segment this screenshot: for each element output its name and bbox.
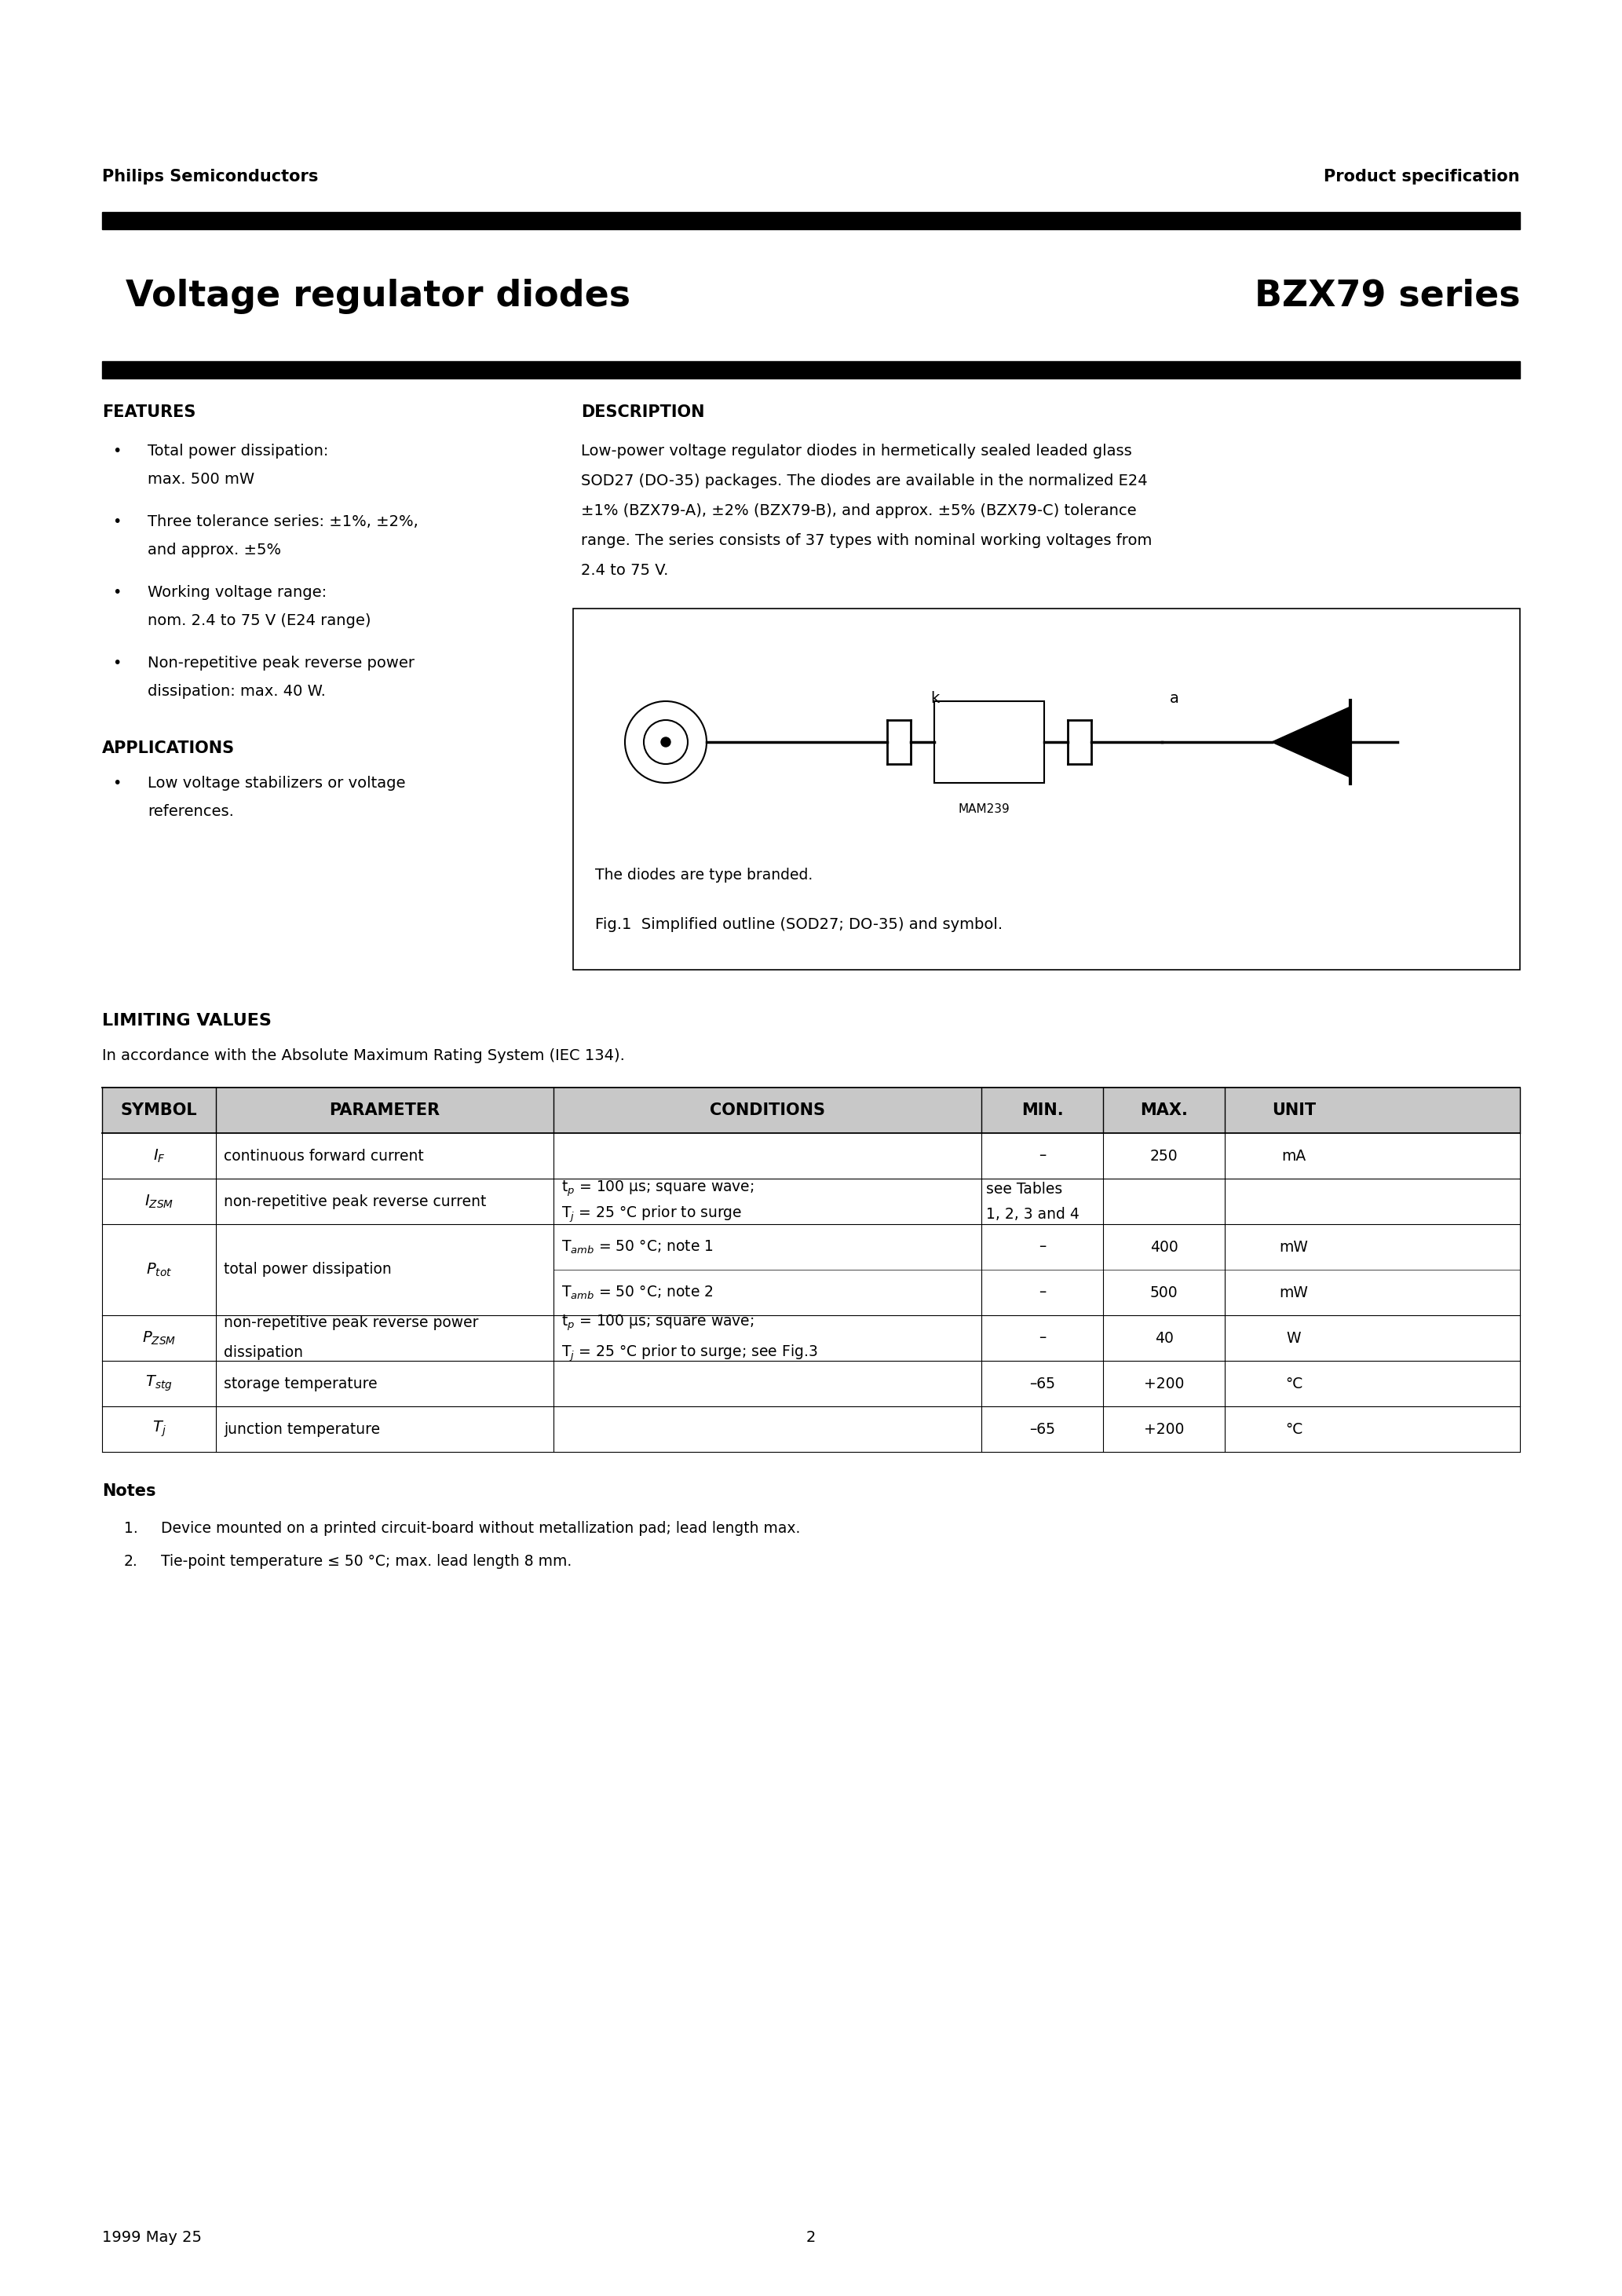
- Text: 500: 500: [1150, 1286, 1178, 1300]
- Text: t$_p$ = 100 μs; square wave;: t$_p$ = 100 μs; square wave;: [561, 1180, 754, 1199]
- Text: Non-repetitive peak reverse power: Non-repetitive peak reverse power: [148, 657, 415, 670]
- Text: –: –: [1038, 1240, 1046, 1254]
- Text: 400: 400: [1150, 1240, 1178, 1254]
- Bar: [573, 608, 1520, 969]
- Text: APPLICATIONS: APPLICATIONS: [102, 742, 235, 755]
- Text: Total power dissipation:: Total power dissipation:: [148, 443, 329, 459]
- Text: –: –: [1038, 1286, 1046, 1300]
- Text: ±1% (BZX79-A), ±2% (BZX79-B), and approx. ±5% (BZX79-C) tolerance: ±1% (BZX79-A), ±2% (BZX79-B), and approx…: [581, 503, 1137, 519]
- Text: –: –: [1038, 1148, 1046, 1164]
- Text: nom. 2.4 to 75 V (E24 range): nom. 2.4 to 75 V (E24 range): [148, 613, 371, 629]
- Text: BZX79 series: BZX79 series: [1254, 278, 1520, 315]
- Text: Device mounted on a printed circuit-board without metallization pad; lead length: Device mounted on a printed circuit-boar…: [161, 1520, 800, 1536]
- Text: non-repetitive peak reverse power: non-repetitive peak reverse power: [224, 1316, 478, 1332]
- Text: •: •: [114, 657, 122, 670]
- Text: 2.: 2.: [123, 1554, 138, 1568]
- Text: continuous forward current: continuous forward current: [224, 1148, 423, 1164]
- Text: MAX.: MAX.: [1140, 1102, 1187, 1118]
- Text: °C: °C: [1285, 1421, 1302, 1437]
- Text: P$_{ZSM}$: P$_{ZSM}$: [143, 1329, 177, 1345]
- Text: –: –: [1038, 1332, 1046, 1345]
- Text: •: •: [114, 443, 122, 459]
- Text: non-repetitive peak reverse current: non-repetitive peak reverse current: [224, 1194, 487, 1210]
- Text: •: •: [114, 776, 122, 790]
- Text: MAM239: MAM239: [959, 804, 1009, 815]
- Text: T$_{stg}$: T$_{stg}$: [146, 1373, 172, 1394]
- Text: T$_j$ = 25 °C prior to surge; see Fig.3: T$_j$ = 25 °C prior to surge; see Fig.3: [561, 1343, 817, 1364]
- Text: k: k: [931, 691, 939, 705]
- Text: t$_p$ = 100 μs; square wave;: t$_p$ = 100 μs; square wave;: [561, 1313, 754, 1332]
- Text: 2.4 to 75 V.: 2.4 to 75 V.: [581, 563, 668, 579]
- Text: °C: °C: [1285, 1375, 1302, 1391]
- Text: CONDITIONS: CONDITIONS: [710, 1102, 826, 1118]
- Text: SOD27 (DO-35) packages. The diodes are available in the normalized E24: SOD27 (DO-35) packages. The diodes are a…: [581, 473, 1147, 489]
- Text: range. The series consists of 37 types with nominal working voltages from: range. The series consists of 37 types w…: [581, 533, 1152, 549]
- Text: MIN.: MIN.: [1022, 1102, 1064, 1118]
- Text: dissipation: max. 40 W.: dissipation: max. 40 W.: [148, 684, 326, 698]
- Bar: [102, 211, 1520, 230]
- Text: Low voltage stabilizers or voltage: Low voltage stabilizers or voltage: [148, 776, 406, 790]
- Text: –65: –65: [1030, 1375, 1056, 1391]
- Text: •: •: [114, 514, 122, 530]
- Text: •: •: [114, 585, 122, 599]
- Text: Product specification: Product specification: [1324, 170, 1520, 184]
- Text: I$_F$: I$_F$: [152, 1148, 165, 1164]
- Text: FEATURES: FEATURES: [102, 404, 196, 420]
- Text: Tie-point temperature ≤ 50 °C; max. lead length 8 mm.: Tie-point temperature ≤ 50 °C; max. lead…: [161, 1554, 571, 1568]
- Text: Philips Semiconductors: Philips Semiconductors: [102, 170, 318, 184]
- Text: +200: +200: [1144, 1421, 1184, 1437]
- Text: I$_{ZSM}$: I$_{ZSM}$: [144, 1194, 174, 1210]
- Text: max. 500 mW: max. 500 mW: [148, 473, 255, 487]
- Text: LIMITING VALUES: LIMITING VALUES: [102, 1013, 271, 1029]
- Text: 40: 40: [1155, 1332, 1173, 1345]
- Polygon shape: [1272, 707, 1351, 778]
- Text: +200: +200: [1144, 1375, 1184, 1391]
- Text: Working voltage range:: Working voltage range:: [148, 585, 326, 599]
- Circle shape: [662, 737, 670, 746]
- Bar: [102, 1088, 1520, 1134]
- Text: The diodes are type branded.: The diodes are type branded.: [595, 868, 813, 882]
- Text: 1, 2, 3 and 4: 1, 2, 3 and 4: [986, 1205, 1079, 1221]
- Text: Fig.1  Simplified outline (SOD27; DO-35) and symbol.: Fig.1 Simplified outline (SOD27; DO-35) …: [595, 916, 1002, 932]
- Text: PARAMETER: PARAMETER: [329, 1102, 440, 1118]
- Text: mW: mW: [1280, 1286, 1309, 1300]
- Text: and approx. ±5%: and approx. ±5%: [148, 542, 281, 558]
- Text: junction temperature: junction temperature: [224, 1421, 380, 1437]
- Bar: [934, 700, 1045, 783]
- Text: SYMBOL: SYMBOL: [120, 1102, 198, 1118]
- Text: mA: mA: [1281, 1148, 1306, 1164]
- Text: 250: 250: [1150, 1148, 1178, 1164]
- Text: 1.: 1.: [123, 1520, 138, 1536]
- Text: T$_{amb}$ = 50 °C; note 2: T$_{amb}$ = 50 °C; note 2: [561, 1283, 714, 1302]
- Text: T$_j$ = 25 °C prior to surge: T$_j$ = 25 °C prior to surge: [561, 1203, 743, 1224]
- Text: T$_j$: T$_j$: [152, 1419, 165, 1440]
- Text: references.: references.: [148, 804, 234, 820]
- Text: a: a: [1169, 691, 1179, 705]
- Text: storage temperature: storage temperature: [224, 1375, 378, 1391]
- Text: 2: 2: [806, 2229, 816, 2245]
- Text: –65: –65: [1030, 1421, 1056, 1437]
- Text: Notes: Notes: [102, 1483, 156, 1499]
- Text: mW: mW: [1280, 1240, 1309, 1254]
- Text: Voltage regulator diodes: Voltage regulator diodes: [125, 278, 631, 315]
- Text: total power dissipation: total power dissipation: [224, 1263, 391, 1277]
- Text: In accordance with the Absolute Maximum Rating System (IEC 134).: In accordance with the Absolute Maximum …: [102, 1049, 624, 1063]
- Text: DESCRIPTION: DESCRIPTION: [581, 404, 704, 420]
- Text: W: W: [1286, 1332, 1301, 1345]
- Text: see Tables: see Tables: [986, 1182, 1062, 1196]
- Text: P$_{tot}$: P$_{tot}$: [146, 1261, 172, 1279]
- Text: dissipation: dissipation: [224, 1345, 303, 1362]
- Text: 1999 May 25: 1999 May 25: [102, 2229, 201, 2245]
- Text: Low-power voltage regulator diodes in hermetically sealed leaded glass: Low-power voltage regulator diodes in he…: [581, 443, 1132, 459]
- Text: UNIT: UNIT: [1272, 1102, 1315, 1118]
- Text: T$_{amb}$ = 50 °C; note 1: T$_{amb}$ = 50 °C; note 1: [561, 1238, 714, 1256]
- Bar: [102, 360, 1520, 379]
- Text: Three tolerance series: ±1%, ±2%,: Three tolerance series: ±1%, ±2%,: [148, 514, 418, 530]
